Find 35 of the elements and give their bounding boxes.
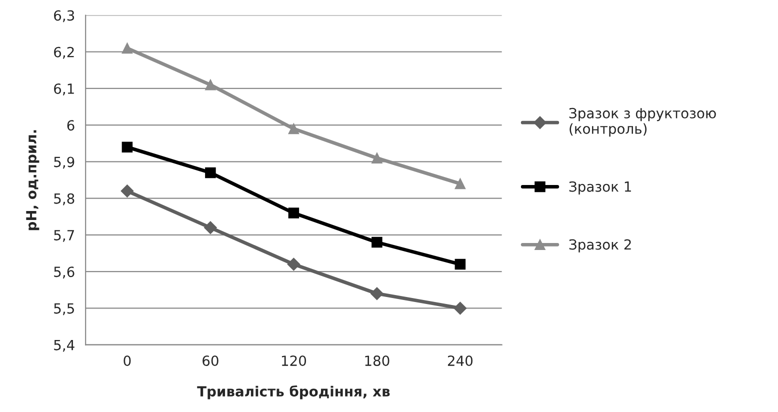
- point: [454, 258, 466, 270]
- point: [454, 178, 466, 190]
- point: [120, 184, 134, 198]
- y-tick-label: 6,3: [54, 10, 74, 22]
- y-tick-label: 6: [67, 120, 74, 131]
- point: [205, 167, 216, 178]
- y-tick-label: 5,6: [54, 266, 74, 278]
- point: [288, 208, 300, 218]
- point: [372, 236, 382, 248]
- point: [372, 152, 382, 164]
- x-tick-label: 240: [448, 356, 473, 366]
- x-tick-label: 0: [124, 356, 131, 366]
- x-tick-label: 180: [365, 356, 390, 366]
- legend-label: Зразок з фруктозою (контроль): [569, 108, 716, 137]
- y-tick-label: 5,7: [54, 230, 74, 242]
- point: [122, 42, 133, 54]
- x-tick-label: 60: [202, 356, 218, 366]
- y-tick-label: 5,5: [54, 303, 74, 316]
- y-tick-label: 5,4: [54, 340, 74, 352]
- point: [454, 302, 467, 315]
- y-axis-title: pH, од.прил.: [26, 130, 40, 230]
- y-tick-label: 5,9: [54, 156, 74, 169]
- point: [205, 79, 216, 90]
- point: [370, 287, 384, 300]
- point: [288, 123, 300, 134]
- y-tick-label: 5,8: [54, 193, 74, 206]
- y-tick-label: 6,2: [54, 46, 74, 59]
- point: [287, 258, 300, 271]
- y-tick-label: 6,1: [54, 83, 74, 96]
- x-axis-title: Тривалість бродіння, хв: [197, 385, 390, 400]
- x-tick-label: 120: [282, 356, 306, 366]
- point: [204, 221, 217, 234]
- legend-label: Зразок 2: [569, 239, 631, 252]
- point: [122, 142, 133, 152]
- legend-label: Зразок 1: [569, 181, 631, 195]
